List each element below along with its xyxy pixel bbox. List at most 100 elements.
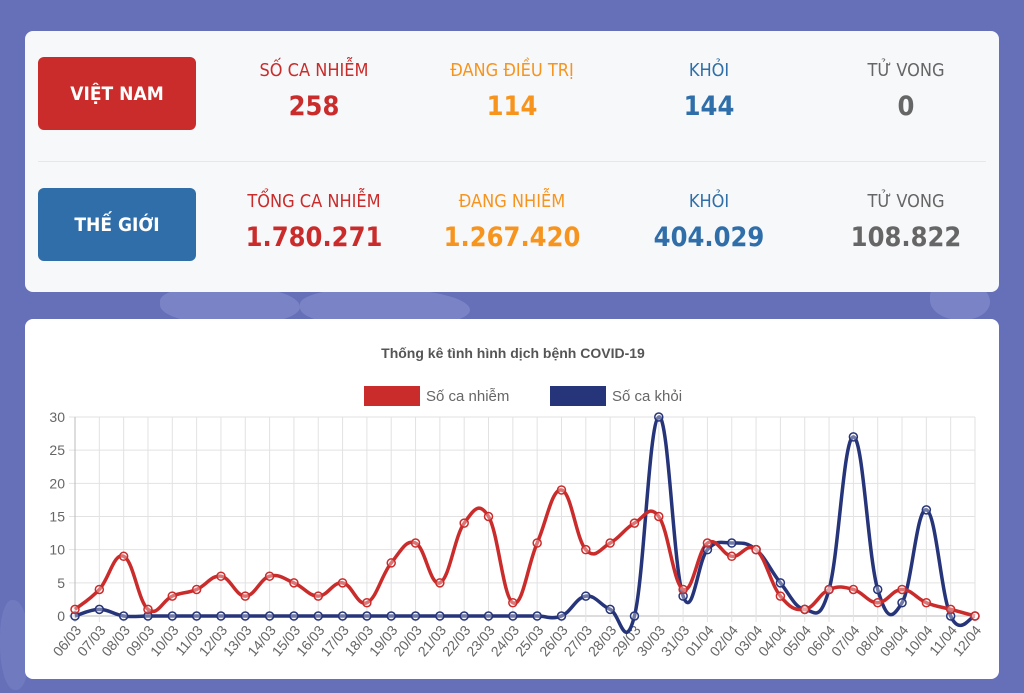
data-point-recovered[interactable] xyxy=(532,611,542,621)
data-point-infected[interactable] xyxy=(410,538,421,548)
legend-label-recovered[interactable]: Số ca khỏi xyxy=(612,388,682,405)
vn-deaths: TỬ VONG 0 xyxy=(806,59,1006,125)
data-point-recovered[interactable] xyxy=(702,544,713,555)
chart-title: Thống kê tình hình dịch bệnh COVID-19 xyxy=(381,345,645,361)
data-point-recovered[interactable] xyxy=(240,611,251,621)
x-axis: 06/0307/0308/0309/0310/0311/0312/0313/03… xyxy=(50,622,985,659)
data-point-recovered[interactable] xyxy=(118,611,129,621)
stat-value: 1.267.420 xyxy=(443,222,581,253)
data-point-recovered[interactable] xyxy=(897,597,907,608)
data-point-infected[interactable] xyxy=(70,604,80,615)
stat-value: 404.029 xyxy=(653,222,765,253)
data-point-recovered[interactable] xyxy=(872,584,883,595)
data-point-recovered[interactable] xyxy=(191,611,202,621)
vietnam-badge[interactable]: VIỆT NAM xyxy=(38,57,196,130)
data-point-recovered[interactable] xyxy=(775,578,786,588)
world-badge[interactable]: THẾ GIỚI xyxy=(38,188,196,261)
data-point-infected[interactable] xyxy=(775,591,786,601)
line-chart: Thống kê tình hình dịch bệnh COVID-19 Số… xyxy=(49,345,985,659)
data-point-recovered[interactable] xyxy=(605,604,615,615)
data-point-recovered[interactable] xyxy=(556,611,567,621)
data-point-recovered[interactable] xyxy=(483,611,494,621)
data-point-infected[interactable] xyxy=(459,518,469,528)
data-point-infected[interactable] xyxy=(313,591,323,601)
data-point-infected[interactable] xyxy=(143,604,153,615)
data-point-infected[interactable] xyxy=(581,544,591,555)
data-point-infected[interactable] xyxy=(678,584,688,595)
data-point-infected[interactable] xyxy=(824,584,834,595)
data-point-recovered[interactable] xyxy=(216,611,226,621)
data-point-recovered[interactable] xyxy=(508,611,518,621)
data-point-recovered[interactable] xyxy=(848,432,859,442)
data-point-recovered[interactable] xyxy=(678,591,688,601)
data-point-infected[interactable] xyxy=(483,511,494,522)
data-point-recovered[interactable] xyxy=(337,611,348,621)
data-point-infected[interactable] xyxy=(289,578,299,588)
data-point-recovered[interactable] xyxy=(289,611,299,621)
stat-value: 1.780.271 xyxy=(245,222,383,253)
data-point-recovered[interactable] xyxy=(94,604,105,615)
stat-label: TỬ VONG xyxy=(867,191,945,212)
data-point-recovered[interactable] xyxy=(386,611,396,621)
data-point-recovered[interactable] xyxy=(459,611,469,621)
stat-label: TỬ VONG xyxy=(867,60,945,81)
data-point-infected[interactable] xyxy=(897,584,907,595)
stat-value: 144 xyxy=(683,91,735,122)
x-tick-label: 10/03 xyxy=(147,622,182,659)
data-point-recovered[interactable] xyxy=(167,611,178,621)
stat-label: ĐANG ĐIỀU TRỊ xyxy=(450,60,574,81)
data-point-infected[interactable] xyxy=(799,604,810,615)
data-point-infected[interactable] xyxy=(727,551,737,562)
data-point-infected[interactable] xyxy=(508,597,518,608)
data-point-infected[interactable] xyxy=(921,597,932,608)
stat-label: ĐANG NHIỄM xyxy=(458,191,566,212)
data-point-recovered[interactable] xyxy=(264,611,275,621)
series-line-infected xyxy=(73,488,976,618)
data-point-infected[interactable] xyxy=(970,611,980,621)
data-point-recovered[interactable] xyxy=(435,611,445,621)
data-point-recovered[interactable] xyxy=(313,611,323,621)
legend: Số ca nhiễm Số ca khỏi xyxy=(364,386,682,406)
stat-value: 108.822 xyxy=(850,222,962,253)
data-point-recovered[interactable] xyxy=(143,611,153,621)
stat-label: SỐ CA NHIỄM xyxy=(259,60,369,81)
data-point-recovered[interactable] xyxy=(581,591,591,601)
series-line-recovered xyxy=(74,415,976,635)
x-tick-label: 12/04 xyxy=(950,622,985,659)
data-point-infected[interactable] xyxy=(191,584,202,595)
legend-swatch-infected[interactable] xyxy=(364,386,420,406)
data-point-infected[interactable] xyxy=(532,538,542,548)
legend-swatch-recovered[interactable] xyxy=(550,386,606,406)
data-point-infected[interactable] xyxy=(435,578,445,588)
data-point-recovered[interactable] xyxy=(70,611,80,621)
data-point-infected[interactable] xyxy=(386,558,396,568)
data-point-infected[interactable] xyxy=(605,538,615,548)
stat-label: KHỎI xyxy=(688,191,730,212)
data-point-infected[interactable] xyxy=(848,584,859,595)
data-point-infected[interactable] xyxy=(264,571,275,581)
data-point-infected[interactable] xyxy=(702,538,713,548)
world-infected: TỔNG CA NHIỄM 1.780.271 xyxy=(214,190,414,256)
data-point-infected[interactable] xyxy=(362,597,372,608)
data-point-infected[interactable] xyxy=(167,591,178,601)
data-point-infected[interactable] xyxy=(872,597,883,608)
data-point-recovered[interactable] xyxy=(362,611,372,621)
data-point-infected[interactable] xyxy=(337,578,348,588)
data-point-infected[interactable] xyxy=(118,551,129,562)
data-point-recovered[interactable] xyxy=(727,538,737,548)
data-point-infected[interactable] xyxy=(654,511,664,522)
data-point-recovered[interactable] xyxy=(629,611,640,621)
data-point-infected[interactable] xyxy=(629,518,640,528)
data-point-infected[interactable] xyxy=(216,571,226,581)
legend-label-infected[interactable]: Số ca nhiễm xyxy=(426,388,509,405)
data-point-infected[interactable] xyxy=(240,591,251,601)
data-point-infected[interactable] xyxy=(751,544,761,555)
stat-value: 0 xyxy=(897,91,915,122)
data-point-recovered[interactable] xyxy=(410,611,421,621)
data-point-infected[interactable] xyxy=(945,604,956,615)
data-point-recovered[interactable] xyxy=(945,611,956,621)
data-point-recovered[interactable] xyxy=(921,505,932,515)
data-point-infected[interactable] xyxy=(94,584,105,595)
data-point-infected[interactable] xyxy=(556,485,567,495)
data-point-recovered[interactable] xyxy=(654,412,664,422)
